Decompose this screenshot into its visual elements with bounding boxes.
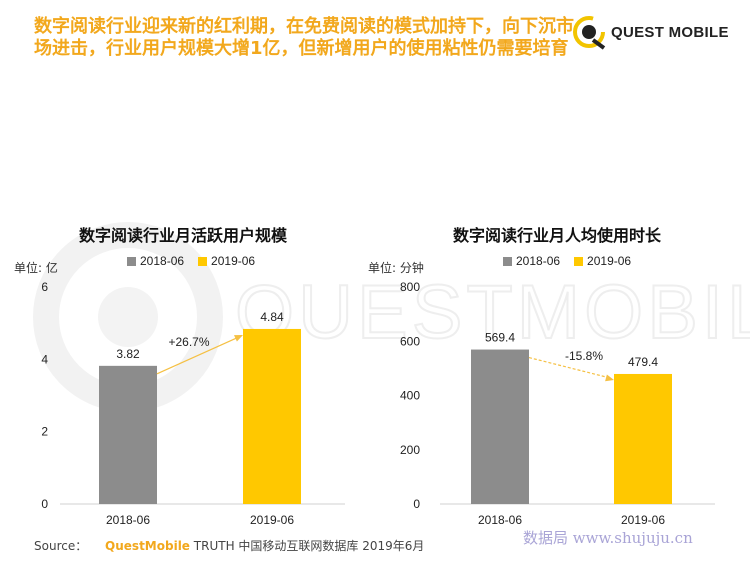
value-label: 569.4 (485, 331, 515, 345)
legend-item-2018: 2018-06 (503, 254, 560, 268)
change-percent-label: +26.7% (168, 335, 209, 349)
source-label: Source： (34, 539, 88, 553)
y-tick-label: 0 (413, 497, 420, 511)
value-label: 4.84 (260, 310, 284, 324)
left-chart-title: 数字阅读行业月活跃用户规模 (79, 226, 288, 245)
bar-2018-06 (471, 349, 529, 504)
bar-2019-06 (243, 328, 301, 504)
y-tick-label: 200 (400, 443, 420, 457)
logo-text: QUEST MOBILE (611, 24, 729, 41)
y-tick-label: 2 (41, 425, 48, 439)
quest-mobile-logo: QUEST MOBILE (571, 13, 731, 53)
y-tick-label: 0 (41, 497, 48, 511)
value-label: 3.82 (116, 347, 140, 361)
change-arrow-head (605, 374, 614, 382)
logo-icon (573, 16, 606, 50)
legend-item-2019: 2019-06 (574, 254, 631, 268)
y-tick-label: 800 (400, 280, 420, 294)
right-chart-unit: 单位: 分钟 (368, 261, 424, 275)
source-note: Source： QuestMobile TRUTH 中国移动互联网数据库 201… (34, 537, 424, 554)
y-tick-label: 600 (400, 334, 420, 348)
y-tick-label: 400 (400, 389, 420, 403)
legend-swatch-2019 (198, 256, 208, 266)
legend-item-2018: 2018-06 (127, 254, 184, 268)
right-chart-legend: 2018-06 2019-06 (503, 254, 639, 268)
y-tick-label: 6 (41, 280, 48, 294)
legend-swatch-2019 (574, 256, 584, 266)
headline: 数字阅读行业迎来新的红利期，在免费阅读的模式加持下，向下沉市场进击，行业用户规模… (34, 16, 574, 59)
legend-swatch-2018 (127, 256, 136, 266)
right-bar-chart: 0 200 400 600 800 569.4 2018-06 479.4 2019-06 -15… (400, 280, 715, 527)
source-brand: QuestMobile (105, 539, 190, 553)
left-chart-unit: 单位: 亿 (14, 261, 58, 275)
site-watermark: 数据局 www.shujuju.cn (523, 529, 693, 547)
right-chart-title: 数字阅读行业月人均使用时长 (453, 226, 662, 245)
legend-label-2018: 2018-06 (516, 254, 561, 268)
legend-swatch-2018 (503, 256, 512, 266)
x-tick-label: 2019-06 (621, 513, 665, 527)
change-arrow-line (156, 336, 240, 375)
legend-label-2019: 2019-06 (211, 254, 256, 268)
x-tick-label: 2018-06 (106, 513, 150, 527)
bar-2018-06 (99, 365, 157, 504)
value-label: 479.4 (628, 355, 658, 369)
x-tick-label: 2019-06 (250, 513, 294, 527)
left-chart-legend: 2018-06 2019-06 (127, 254, 263, 268)
y-tick-label: 4 (41, 352, 48, 366)
change-percent-label: -15.8% (565, 349, 603, 363)
bar-2019-06 (614, 373, 672, 504)
x-tick-label: 2018-06 (478, 513, 522, 527)
legend-label-2019: 2019-06 (587, 254, 632, 268)
change-arrow-line (528, 356, 611, 379)
change-arrow-head (234, 334, 243, 342)
left-bar-chart: 0 2 4 6 3.82 2018-06 4.84 2019-06 +26.7% (41, 280, 345, 527)
legend-label-2018: 2018-06 (140, 254, 185, 268)
legend-item-2019: 2019-06 (198, 254, 255, 268)
source-text: TRUTH 中国移动互联网数据库 2019年6月 (193, 539, 425, 553)
